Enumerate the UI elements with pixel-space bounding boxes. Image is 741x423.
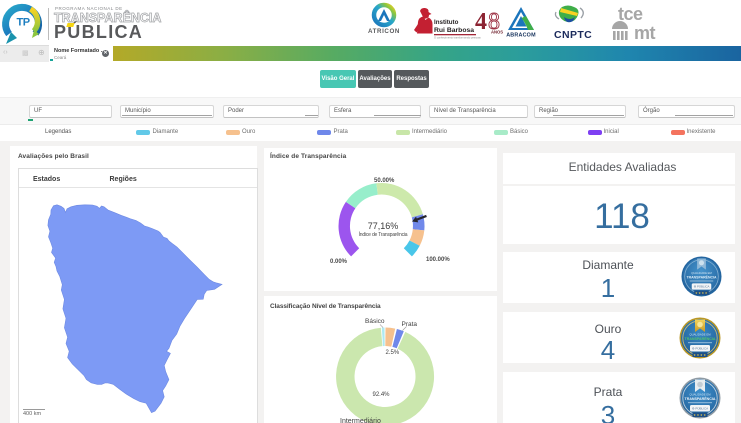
svg-text:TP: TP — [16, 17, 29, 29]
svg-text:QUALIDADE EM: QUALIDADE EM — [689, 393, 711, 397]
svg-text:ABRACOM: ABRACOM — [506, 33, 536, 39]
svg-text:TRANSPARÊNCIA: TRANSPARÊNCIA — [684, 336, 715, 341]
svg-text:O conhecimento transformando p: O conhecimento transformando pessoas — [434, 36, 481, 40]
svg-text:mt: mt — [634, 23, 656, 43]
svg-text:⚙ PÚBLICA: ⚙ PÚBLICA — [691, 406, 707, 411]
svg-text:ANOS: ANOS — [491, 30, 503, 35]
svg-text:tce: tce — [618, 4, 643, 24]
svg-text:4: 4 — [475, 9, 487, 35]
svg-text:8: 8 — [488, 9, 500, 35]
svg-text:⚙ PÚBLICA: ⚙ PÚBLICA — [691, 346, 707, 351]
svg-text:QUALIDADE EM: QUALIDADE EM — [691, 271, 712, 275]
svg-text:QUALIDADE EM: QUALIDADE EM — [689, 333, 711, 337]
svg-text:★★★★: ★★★★ — [695, 291, 708, 295]
svg-text:★★★★: ★★★★ — [693, 353, 706, 357]
svg-text:TRANSPARÊNCIA: TRANSPARÊNCIA — [684, 396, 715, 401]
svg-text:Instituto: Instituto — [434, 19, 459, 26]
svg-text:CNPTC: CNPTC — [554, 29, 592, 41]
svg-text:Rui Barbosa: Rui Barbosa — [434, 27, 474, 34]
svg-text:⚙ PÚBLICA: ⚙ PÚBLICA — [694, 284, 710, 289]
svg-text:ATRICON: ATRICON — [368, 28, 400, 35]
svg-text:TRANSPARÊNCIA: TRANSPARÊNCIA — [686, 274, 717, 279]
svg-text:★★★★: ★★★★ — [693, 413, 706, 417]
